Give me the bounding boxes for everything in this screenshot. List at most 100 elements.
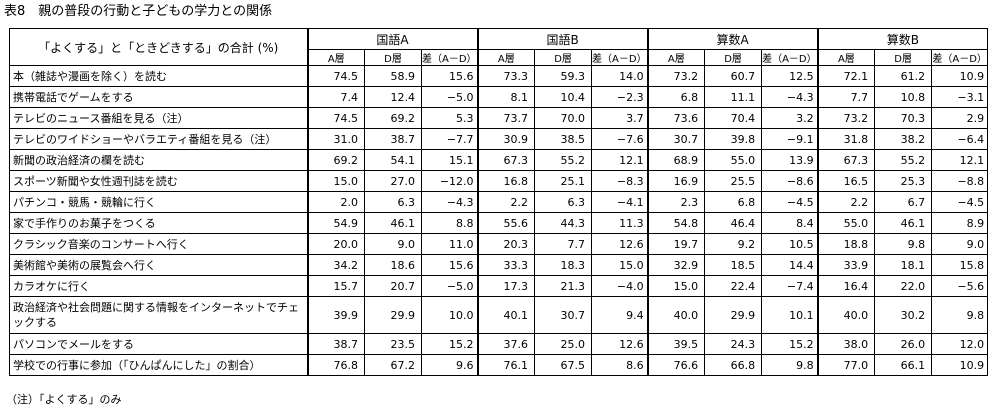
table-cell: 15.6 xyxy=(420,65,479,87)
table-cell: 17.3 xyxy=(476,275,536,297)
table-cell: 7.7 xyxy=(816,86,876,108)
table-cell: 39.8 xyxy=(704,128,763,150)
table-cell: 27.0 xyxy=(364,170,422,192)
row-label: スポーツ新聞や女性週刊誌を読む xyxy=(9,170,308,192)
table-cell: 9.0 xyxy=(931,233,989,255)
table-cell: 73.2 xyxy=(646,65,706,87)
table-cell: 18.8 xyxy=(816,233,876,255)
table-cell: 12.1 xyxy=(591,149,649,171)
subcol-header: D層 xyxy=(874,49,933,66)
table-cell: 16.8 xyxy=(476,170,536,192)
table-row: スポーツ新聞や女性週刊誌を読む 15.0 27.0 −12.0 16.8 25.1 −8.3… xyxy=(9,170,989,192)
table-cell: 15.2 xyxy=(420,333,479,355)
row-label: テレビのニュース番組を見る（注） xyxy=(9,107,308,129)
table-cell: 46.1 xyxy=(874,212,933,234)
table-cell: 67.3 xyxy=(816,149,876,171)
table-cell: 2.3 xyxy=(646,191,706,213)
table-cell: −4.5 xyxy=(931,191,989,213)
table-cell: 73.7 xyxy=(476,107,536,129)
table-cell: −4.3 xyxy=(420,191,479,213)
table-cell: 11.0 xyxy=(420,233,479,255)
table-cell: 22.0 xyxy=(874,275,933,297)
table-cell: 69.2 xyxy=(306,149,365,171)
table-cell: 73.3 xyxy=(476,65,536,87)
table-cell: 25.0 xyxy=(534,333,593,355)
table-cell: −8.8 xyxy=(931,170,989,192)
table-cell: 16.5 xyxy=(816,170,876,192)
table-cell: −8.6 xyxy=(761,170,819,192)
table-cell: −8.3 xyxy=(591,170,649,192)
table-cell: 59.3 xyxy=(534,65,593,87)
table-cell: 38.5 xyxy=(534,128,593,150)
table-cell: 76.8 xyxy=(306,354,365,376)
table-cell: 54.9 xyxy=(306,212,365,234)
table-cell: 7.7 xyxy=(534,233,593,255)
subcol-header: A層 xyxy=(306,49,365,66)
table-cell: 15.0 xyxy=(646,275,706,297)
table-cell: 15.0 xyxy=(306,170,365,192)
table-cell: 60.7 xyxy=(704,65,763,87)
group-header: 算数B xyxy=(816,28,989,50)
table-cell: 67.5 xyxy=(534,354,593,376)
table-cell: 66.8 xyxy=(704,354,763,376)
table-cell: −5.0 xyxy=(420,86,479,108)
row-label: 新聞の政治経済の欄を読む xyxy=(9,149,308,171)
subcol-header: A層 xyxy=(476,49,536,66)
table-cell: 2.2 xyxy=(476,191,536,213)
table-cell: 39.9 xyxy=(306,296,365,334)
subcol-header: 差（A－D） xyxy=(591,49,649,66)
table-cell: 55.2 xyxy=(874,149,933,171)
table-cell: 11.1 xyxy=(704,86,763,108)
table-cell: −4.1 xyxy=(591,191,649,213)
table-title: 表8 親の普段の行動と子どもの学力との関係 xyxy=(4,4,273,19)
table-cell: 10.4 xyxy=(534,86,593,108)
table-cell: 10.1 xyxy=(761,296,819,334)
table-cell: 70.4 xyxy=(704,107,763,129)
table-cell: 61.2 xyxy=(874,65,933,87)
table-cell: 70.3 xyxy=(874,107,933,129)
table-cell: 40.0 xyxy=(646,296,706,334)
table-cell: −7.7 xyxy=(420,128,479,150)
table-cell: 15.7 xyxy=(306,275,365,297)
table-cell: 38.2 xyxy=(874,128,933,150)
table-row: 家で手作りのお菓子をつくる 54.9 46.1 8.8 55.6 44.3 11.3 54.8… xyxy=(9,212,989,234)
table-cell: 73.6 xyxy=(646,107,706,129)
subcol-header: 差（A－D） xyxy=(931,49,989,66)
table-cell: 6.7 xyxy=(874,191,933,213)
table-cell: 18.3 xyxy=(534,254,593,276)
table-cell: 9.8 xyxy=(931,296,989,334)
table-cell: 20.7 xyxy=(364,275,422,297)
table-row: カラオケに行く 15.7 20.7 −5.0 17.3 21.3 −4.0 15.0 22.4−… xyxy=(9,275,989,297)
table-cell: 24.3 xyxy=(704,333,763,355)
table-cell: 55.0 xyxy=(704,149,763,171)
row-label: 携帯電話でゲームをする xyxy=(9,86,308,108)
table-cell: 8.1 xyxy=(476,86,536,108)
table-cell: 14.0 xyxy=(591,65,649,87)
results-table: 「よくする」と「ときどきする」の合計 (%) 国語A 国語B 算数A 算数B A… xyxy=(9,28,989,376)
table-cell: 25.5 xyxy=(704,170,763,192)
subcol-header: D層 xyxy=(704,49,763,66)
table-cell: 38.7 xyxy=(306,333,365,355)
table-cell: 18.6 xyxy=(364,254,422,276)
table-cell: 77.0 xyxy=(816,354,876,376)
subcol-header: A層 xyxy=(646,49,706,66)
row-label: テレビのワイドショーやバラエティ番組を見る（注） xyxy=(9,128,308,150)
table-cell: 19.7 xyxy=(646,233,706,255)
table-cell: 6.3 xyxy=(534,191,593,213)
table-cell: 58.9 xyxy=(364,65,422,87)
table-cell: 10.8 xyxy=(874,86,933,108)
row-label: クラシック音楽のコンサートへ行く xyxy=(9,233,308,255)
row-label: 政治経済や社会問題に関する情報をインターネットでチェックする xyxy=(9,296,308,334)
table-cell: 26.0 xyxy=(874,333,933,355)
table-cell: 13.9 xyxy=(761,149,819,171)
table-cell: 30.7 xyxy=(646,128,706,150)
table-cell: 9.8 xyxy=(761,354,819,376)
table-cell: 2.2 xyxy=(816,191,876,213)
table-cell: 69.2 xyxy=(364,107,422,129)
table-row: 美術館や美術の展覧会へ行く 34.2 18.6 15.6 33.3 18.3 15.0 32.… xyxy=(9,254,989,276)
group-header: 国語B xyxy=(476,28,649,50)
row-label: パチンコ・競馬・競輪に行く xyxy=(9,191,308,213)
table-cell: 15.2 xyxy=(761,333,819,355)
table-cell: 74.5 xyxy=(306,107,365,129)
table-cell: −7.6 xyxy=(591,128,649,150)
